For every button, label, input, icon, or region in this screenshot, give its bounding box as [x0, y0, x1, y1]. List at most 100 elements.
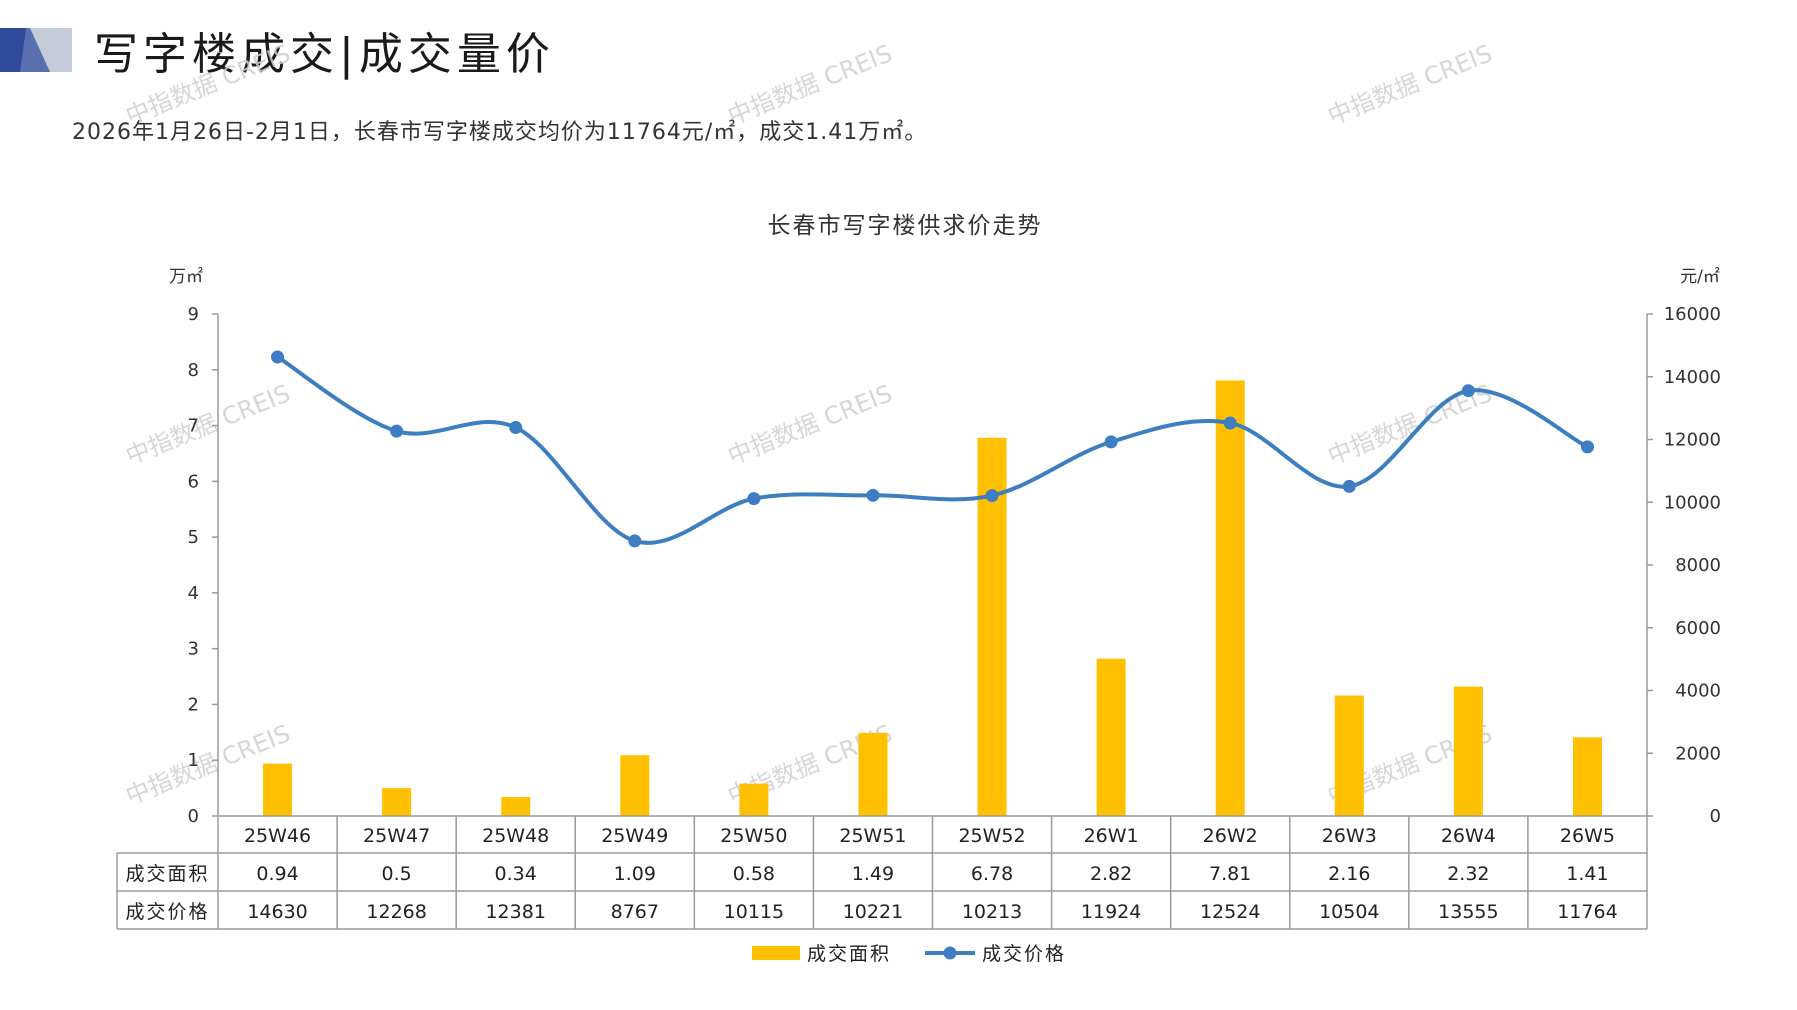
bar-25W51 — [858, 732, 888, 816]
axes-layer: 0 1 2 3 4 5 6 7 8 9 0 2000 4000 6000 8000 10000 12000 140… — [188, 304, 1721, 827]
table-cell: 0.94 — [256, 863, 298, 885]
price-point-25W52 — [985, 489, 999, 503]
table-cell: 2.82 — [1090, 863, 1132, 885]
watermark-text: 中指数据 CREIS — [724, 39, 896, 130]
watermark-text: 中指数据 CREIS — [1324, 39, 1496, 130]
table-cell: 6.78 — [971, 863, 1013, 885]
bar-25W46 — [263, 763, 293, 816]
table-cell: 13555 — [1438, 901, 1498, 923]
table-cell: 2.16 — [1328, 863, 1370, 885]
y-left-tick-label: 5 — [188, 527, 199, 548]
x-tick-label: 25W48 — [482, 825, 549, 847]
price-point-25W47 — [390, 424, 404, 438]
y-left-tick-label: 9 — [188, 304, 199, 325]
y-right-tick-label: 2000 — [1675, 743, 1721, 764]
bar-26W4 — [1453, 686, 1483, 816]
table-row-label: 成交价格 — [125, 901, 209, 923]
legend-line-label: 成交价格 — [982, 943, 1066, 965]
price-line — [275, 354, 1590, 545]
bar-25W47 — [382, 788, 412, 816]
y-left-tick-label: 2 — [188, 694, 199, 715]
y-left-tick-label: 8 — [188, 360, 199, 381]
y-left-tick-label: 1 — [188, 750, 199, 771]
table-cell: 11764 — [1557, 901, 1617, 923]
y-right-tick-label: 6000 — [1675, 618, 1721, 639]
table-cell: 0.34 — [495, 863, 537, 885]
y-right-tick-label: 8000 — [1675, 555, 1721, 576]
price-point-26W3 — [1342, 479, 1356, 493]
bar-26W3 — [1334, 695, 1364, 816]
x-tick-label: 26W4 — [1441, 825, 1496, 847]
data-table: 25W46 25W47 25W48 25W49 25W50 25W51 25W52 26W1 2… — [116, 815, 1648, 930]
y-right-tick-label: 4000 — [1675, 681, 1721, 702]
x-tick-label: 25W47 — [363, 825, 430, 847]
chart-title: 长春市写字楼供求价走势 — [768, 213, 1043, 239]
x-tick-label: 25W52 — [958, 825, 1025, 847]
x-tick-label: 25W49 — [601, 825, 668, 847]
table-cell: 8767 — [611, 901, 659, 923]
legend-bar-swatch — [752, 946, 800, 960]
y-right-unit-label: 元/㎡ — [1680, 267, 1720, 287]
y-right-tick-label: 14000 — [1664, 367, 1721, 388]
price-point-25W49 — [628, 534, 642, 548]
y-right-tick-label: 12000 — [1664, 430, 1721, 451]
bar-26W5 — [1572, 737, 1602, 816]
y-left-tick-label: 3 — [188, 639, 199, 660]
x-tick-label: 25W51 — [839, 825, 906, 847]
price-point-26W2 — [1223, 416, 1237, 430]
x-tick-label: 26W5 — [1560, 825, 1615, 847]
watermark-text: 中指数据 CREIS — [724, 379, 896, 470]
x-tick-label: 26W2 — [1203, 825, 1258, 847]
table-cell: 14630 — [247, 901, 307, 923]
watermark-text: 中指数据 CREIS — [122, 39, 294, 130]
price-point-25W48 — [509, 421, 523, 435]
bar-26W1 — [1096, 658, 1126, 816]
table-cell: 2.32 — [1447, 863, 1489, 885]
price-point-26W1 — [1104, 435, 1118, 449]
table-cell: 10504 — [1319, 901, 1379, 923]
price-point-25W46 — [271, 350, 285, 364]
table-cell: 11924 — [1081, 901, 1141, 923]
x-tick-label: 25W46 — [244, 825, 311, 847]
price-point-26W5 — [1580, 440, 1594, 454]
table-cell: 12268 — [366, 901, 426, 923]
legend: 成交面积 成交价格 — [752, 943, 1066, 965]
x-tick-label: 26W3 — [1322, 825, 1377, 847]
table-cell: 10115 — [724, 901, 784, 923]
x-tick-label: 25W50 — [720, 825, 787, 847]
line-layer — [271, 350, 1594, 548]
table-cell: 12524 — [1200, 901, 1260, 923]
table-cell: 10213 — [962, 901, 1022, 923]
bar-25W50 — [739, 783, 769, 816]
bar-25W48 — [501, 797, 531, 816]
bar-26W2 — [1215, 380, 1245, 816]
table-cell: 10221 — [843, 901, 903, 923]
watermark-text: 中指数据 CREIS — [122, 379, 294, 470]
x-tick-label: 26W1 — [1084, 825, 1139, 847]
price-point-25W51 — [866, 488, 880, 502]
table-cell: 0.5 — [382, 863, 412, 885]
watermark-layer: 中指数据 CREIS 中指数据 CREIS 中指数据 CREIS 中指数据 CREIS… — [122, 39, 1496, 810]
price-point-25W50 — [747, 492, 761, 506]
y-right-tick-label: 16000 — [1664, 304, 1721, 325]
page-title: 写字楼成交|成交量价 — [94, 29, 555, 80]
table-cell: 1.41 — [1566, 863, 1608, 885]
y-left-unit-label: 万㎡ — [169, 267, 203, 287]
header-logo — [0, 28, 72, 72]
table-row-label: 成交面积 — [125, 863, 209, 885]
y-right-tick-label: 10000 — [1664, 492, 1721, 513]
table-cell: 1.09 — [614, 863, 656, 885]
y-left-tick-label: 4 — [188, 583, 199, 604]
bar-25W49 — [620, 755, 650, 816]
header-logo-dark — [0, 28, 26, 72]
summary-text: 2026年1月26日-2月1日，长春市写字楼成交均价为11764元/㎡，成交1.… — [72, 120, 928, 145]
y-right-tick-label: 0 — [1710, 806, 1721, 827]
y-left-tick-label: 0 — [188, 806, 199, 827]
price-point-26W4 — [1461, 384, 1475, 398]
table-cell: 1.49 — [852, 863, 894, 885]
legend-bar-label: 成交面积 — [807, 943, 891, 965]
table-cell: 12381 — [485, 901, 545, 923]
y-left-tick-label: 6 — [188, 471, 199, 492]
